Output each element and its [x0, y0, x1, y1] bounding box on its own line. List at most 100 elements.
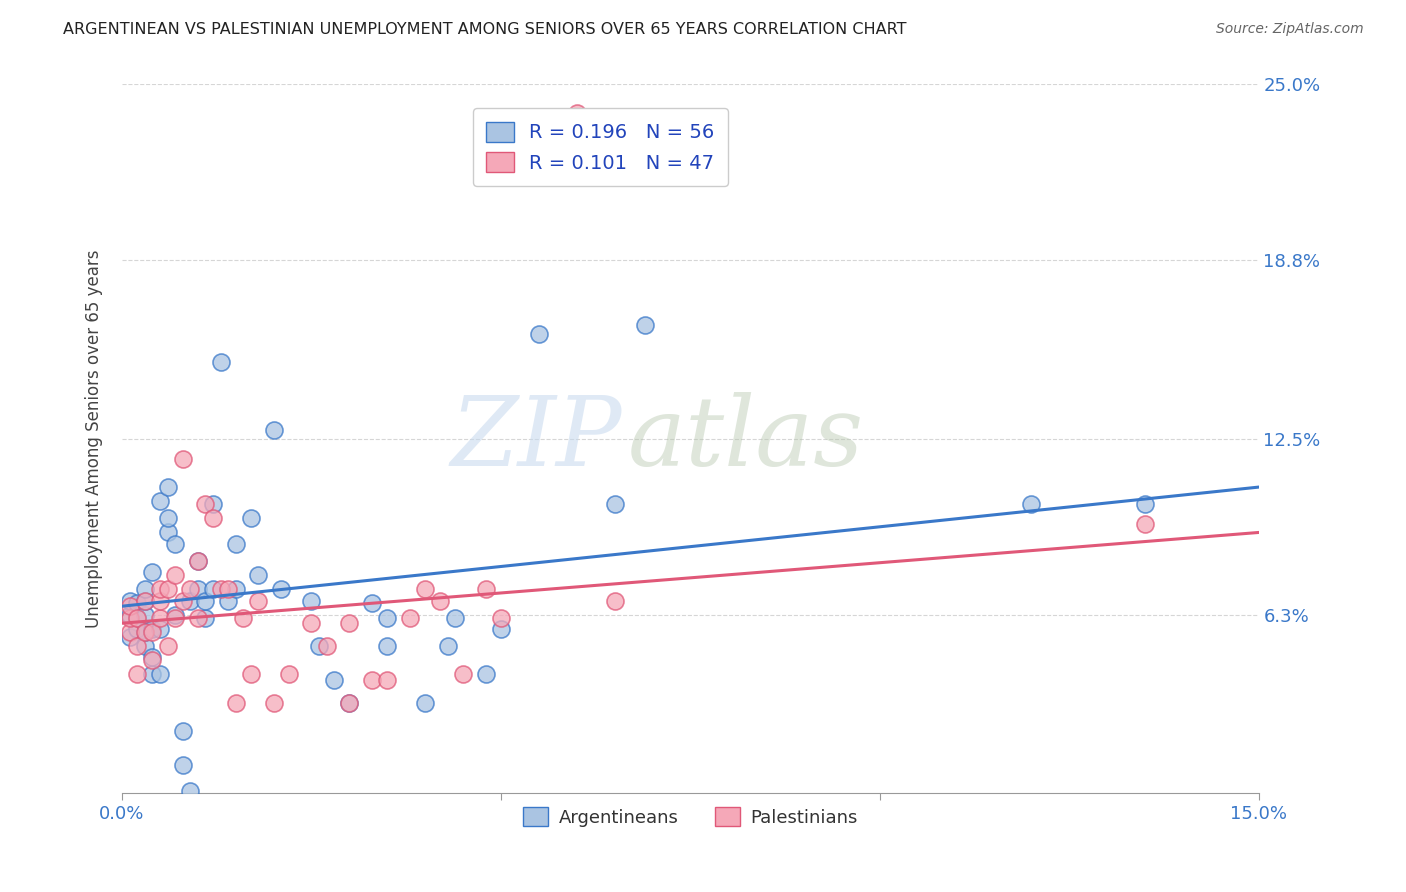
Point: [634, 318, 657, 333]
Point: [603, 593, 626, 607]
Text: atlas: atlas: [628, 392, 863, 486]
Point: [337, 616, 360, 631]
Point: [474, 582, 496, 597]
Point: [141, 667, 163, 681]
Point: [134, 593, 156, 607]
Point: [451, 667, 474, 681]
Point: [270, 582, 292, 597]
Point: [337, 696, 360, 710]
Point: [263, 423, 285, 437]
Point: [141, 650, 163, 665]
Point: [156, 511, 179, 525]
Point: [156, 525, 179, 540]
Point: [239, 511, 262, 525]
Point: [217, 582, 239, 597]
Legend: Argentineans, Palestinians: Argentineans, Palestinians: [516, 800, 865, 834]
Point: [118, 599, 141, 614]
Point: [118, 631, 141, 645]
Point: [209, 582, 232, 597]
Point: [1133, 497, 1156, 511]
Point: [187, 554, 209, 568]
Text: ZIP: ZIP: [451, 392, 621, 486]
Point: [413, 696, 436, 710]
Point: [118, 607, 141, 622]
Point: [165, 537, 187, 551]
Point: [361, 673, 384, 687]
Point: [187, 554, 209, 568]
Point: [217, 593, 239, 607]
Point: [172, 723, 194, 738]
Point: [187, 582, 209, 597]
Point: [187, 610, 209, 624]
Point: [201, 511, 224, 525]
Point: [247, 568, 270, 582]
Point: [127, 610, 149, 624]
Point: [156, 480, 179, 494]
Point: [489, 622, 512, 636]
Point: [134, 639, 156, 653]
Y-axis label: Unemployment Among Seniors over 65 years: Unemployment Among Seniors over 65 years: [86, 250, 103, 628]
Point: [194, 497, 217, 511]
Point: [149, 593, 172, 607]
Point: [474, 667, 496, 681]
Point: [156, 582, 179, 597]
Point: [179, 593, 201, 607]
Point: [277, 667, 299, 681]
Point: [149, 494, 172, 508]
Point: [527, 326, 550, 341]
Point: [172, 593, 194, 607]
Point: [361, 596, 384, 610]
Point: [209, 355, 232, 369]
Point: [308, 639, 330, 653]
Point: [1019, 497, 1042, 511]
Point: [172, 451, 194, 466]
Point: [437, 639, 460, 653]
Point: [127, 622, 149, 636]
Point: [413, 582, 436, 597]
Point: [127, 667, 149, 681]
Point: [149, 582, 172, 597]
Point: [141, 565, 163, 579]
Point: [225, 537, 247, 551]
Point: [141, 624, 163, 639]
Point: [527, 162, 550, 177]
Point: [232, 610, 254, 624]
Point: [156, 639, 179, 653]
Point: [337, 696, 360, 710]
Point: [134, 607, 156, 622]
Point: [179, 582, 201, 597]
Point: [489, 610, 512, 624]
Point: [141, 653, 163, 667]
Point: [603, 497, 626, 511]
Point: [301, 593, 323, 607]
Point: [565, 105, 588, 120]
Point: [165, 607, 187, 622]
Point: [1133, 516, 1156, 531]
Point: [323, 673, 346, 687]
Point: [134, 593, 156, 607]
Text: ARGENTINEAN VS PALESTINIAN UNEMPLOYMENT AMONG SENIORS OVER 65 YEARS CORRELATION : ARGENTINEAN VS PALESTINIAN UNEMPLOYMENT …: [63, 22, 907, 37]
Point: [179, 783, 201, 797]
Point: [127, 639, 149, 653]
Point: [194, 610, 217, 624]
Point: [315, 639, 337, 653]
Point: [165, 610, 187, 624]
Point: [127, 610, 149, 624]
Point: [247, 593, 270, 607]
Point: [375, 673, 398, 687]
Text: Source: ZipAtlas.com: Source: ZipAtlas.com: [1216, 22, 1364, 37]
Point: [134, 582, 156, 597]
Point: [172, 758, 194, 772]
Point: [375, 639, 398, 653]
Point: [225, 582, 247, 597]
Point: [301, 616, 323, 631]
Point: [149, 622, 172, 636]
Point: [149, 610, 172, 624]
Point: [141, 622, 163, 636]
Point: [225, 696, 247, 710]
Point: [444, 610, 467, 624]
Point: [127, 596, 149, 610]
Point: [118, 610, 141, 624]
Point: [239, 667, 262, 681]
Point: [429, 593, 451, 607]
